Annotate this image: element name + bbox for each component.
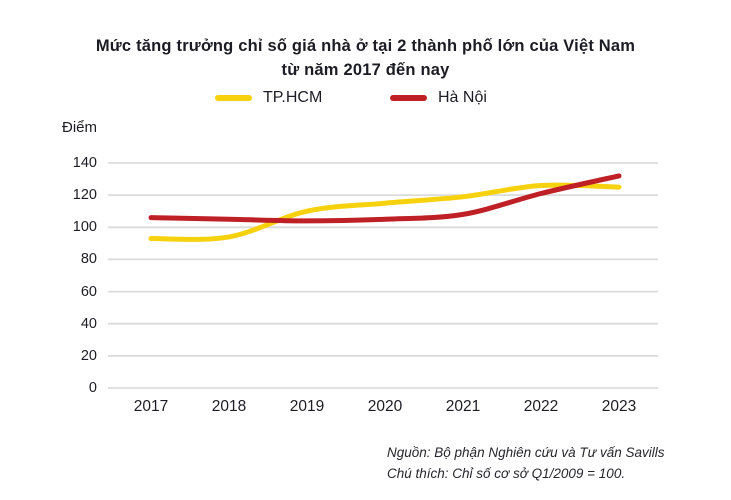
x-tick-label-2020: 2020 [367, 398, 403, 415]
legend-label-tphcm: TP.HCM [263, 89, 323, 106]
y-axis-title: Điểm [61, 119, 97, 136]
index-note: Chú thích: Chỉ số cơ sở Q1/2009 = 100. [387, 466, 626, 481]
legend-swatch-hanoi-icon [390, 95, 427, 101]
x-tick-label-2018: 2018 [211, 398, 247, 415]
y-tick-label-80: 80 [80, 251, 97, 267]
y-tick-label-20: 20 [80, 348, 97, 364]
x-tick-label-2019: 2019 [289, 398, 325, 415]
y-tick-label-0: 0 [88, 380, 97, 396]
y-tick-label-40: 40 [80, 316, 97, 332]
chart-title-line1: Mức tăng trưởng chỉ số giá nhà ở tại 2 t… [95, 37, 636, 55]
series-line-hanoi [148, 173, 622, 224]
chart-title: Mức tăng trưởng chỉ số giá nhà ở tại 2 t… [30, 34, 701, 82]
y-tick-label-120: 120 [72, 187, 97, 203]
x-tick-label-2022: 2022 [523, 398, 559, 415]
footnote: Nguồn: Bộ phận Nghiên cứu và Tư vấn Savi… [387, 442, 665, 484]
legend-item-hanoi: Hà Nội [390, 88, 487, 108]
y-tick-label-60: 60 [80, 284, 97, 300]
legend-label-hanoi: Hà Nội [438, 89, 487, 106]
x-tick-label-2017: 2017 [133, 398, 169, 415]
y-tick-label-100: 100 [72, 219, 97, 235]
series-line-tphcm [148, 182, 622, 242]
chart-title-line2: từ năm 2017 đến nay [281, 61, 450, 79]
x-tick-label-2023: 2023 [601, 398, 637, 415]
y-tick-label-140: 140 [72, 155, 97, 171]
legend-swatch-tphcm-icon [215, 95, 252, 101]
legend-item-tphcm: TP.HCM [215, 88, 322, 108]
source-note: Nguồn: Bộ phận Nghiên cứu và Tư vấn Savi… [387, 445, 665, 460]
legend: TP.HCM Hà Nội [0, 88, 731, 108]
x-tick-label-2021: 2021 [445, 398, 481, 415]
